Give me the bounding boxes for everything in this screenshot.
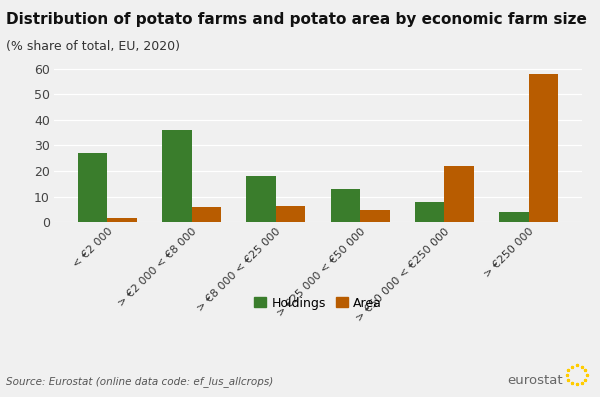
Bar bbox=[162, 130, 191, 222]
Text: Distribution of potato farms and potato area by economic farm size: Distribution of potato farms and potato … bbox=[6, 12, 587, 27]
Bar bbox=[107, 218, 137, 222]
Bar bbox=[331, 189, 360, 222]
Bar bbox=[360, 210, 389, 222]
Bar bbox=[529, 74, 558, 222]
Legend: Holdings, Area: Holdings, Area bbox=[249, 291, 387, 314]
Bar bbox=[499, 212, 529, 222]
Bar bbox=[191, 207, 221, 222]
Text: (% share of total, EU, 2020): (% share of total, EU, 2020) bbox=[6, 40, 180, 53]
Text: eurostat: eurostat bbox=[507, 374, 563, 387]
Text: Source: Eurostat (online data code: ef_lus_allcrops): Source: Eurostat (online data code: ef_l… bbox=[6, 376, 273, 387]
Bar bbox=[78, 153, 107, 222]
Bar bbox=[276, 206, 305, 222]
Bar bbox=[247, 176, 276, 222]
Bar bbox=[445, 166, 474, 222]
Bar bbox=[415, 202, 445, 222]
